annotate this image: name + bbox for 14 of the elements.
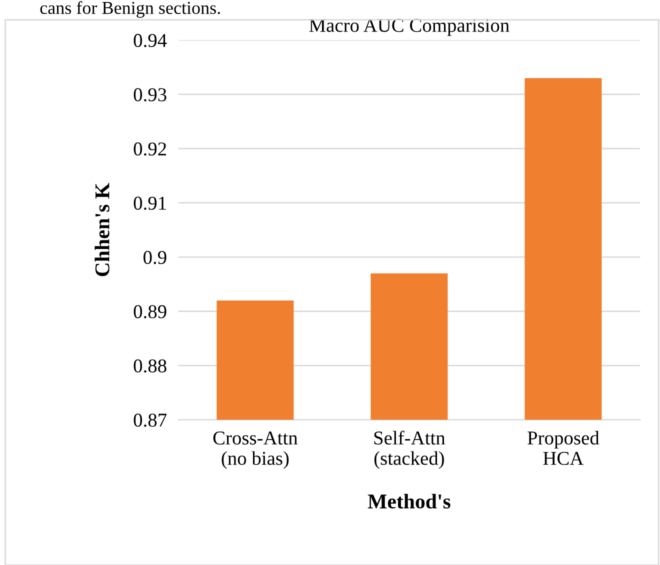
y-tick-label: 0.91 (134, 196, 166, 210)
y-tick-label: 0.93 (134, 88, 166, 102)
y-tick-label: 0.88 (134, 359, 166, 373)
y-tick-label: 0.89 (134, 305, 166, 318)
x-tick-label: Self-Attn (stacked) (374, 430, 446, 469)
text: cans for Benign sections. (40, 1, 220, 18)
y-tick-label: 0.9 (144, 250, 166, 264)
y-tick-label: 0.94 (134, 34, 167, 48)
x-axis-title: Method's (368, 494, 450, 509)
y-tick-label: 0.87 (134, 414, 167, 427)
x-tick-label: Cross-Attn (no bias) (213, 432, 298, 469)
y-tick-label: 0.92 (134, 142, 166, 156)
y-axis-title: Chhen's K (94, 182, 110, 276)
x-tick-label: Proposed HCA (528, 430, 600, 465)
